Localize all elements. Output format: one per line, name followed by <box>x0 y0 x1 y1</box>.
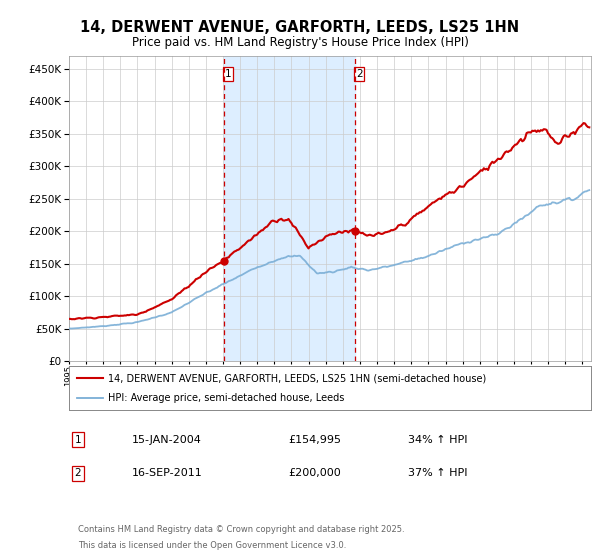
Text: 2: 2 <box>356 69 362 79</box>
Text: HPI: Average price, semi-detached house, Leeds: HPI: Average price, semi-detached house,… <box>108 393 344 403</box>
Text: 14, DERWENT AVENUE, GARFORTH, LEEDS, LS25 1HN: 14, DERWENT AVENUE, GARFORTH, LEEDS, LS2… <box>80 20 520 35</box>
Text: 1: 1 <box>224 69 231 79</box>
Text: 2: 2 <box>74 468 82 478</box>
Text: 37% ↑ HPI: 37% ↑ HPI <box>408 468 467 478</box>
Point <box>350 227 360 236</box>
Text: Contains HM Land Registry data © Crown copyright and database right 2025.: Contains HM Land Registry data © Crown c… <box>78 525 404 534</box>
Bar <box>224 56 355 361</box>
Text: £200,000: £200,000 <box>288 468 341 478</box>
Text: 34% ↑ HPI: 34% ↑ HPI <box>408 435 467 445</box>
Text: This data is licensed under the Open Government Licence v3.0.: This data is licensed under the Open Gov… <box>78 542 346 550</box>
Text: £154,995: £154,995 <box>288 435 341 445</box>
Text: 15-JAN-2004: 15-JAN-2004 <box>132 435 202 445</box>
Text: 16-SEP-2011: 16-SEP-2011 <box>132 468 203 478</box>
Text: 1: 1 <box>74 435 82 445</box>
Text: 14, DERWENT AVENUE, GARFORTH, LEEDS, LS25 1HN (semi-detached house): 14, DERWENT AVENUE, GARFORTH, LEEDS, LS2… <box>108 373 487 383</box>
Point <box>219 256 229 265</box>
Text: Price paid vs. HM Land Registry's House Price Index (HPI): Price paid vs. HM Land Registry's House … <box>131 36 469 49</box>
